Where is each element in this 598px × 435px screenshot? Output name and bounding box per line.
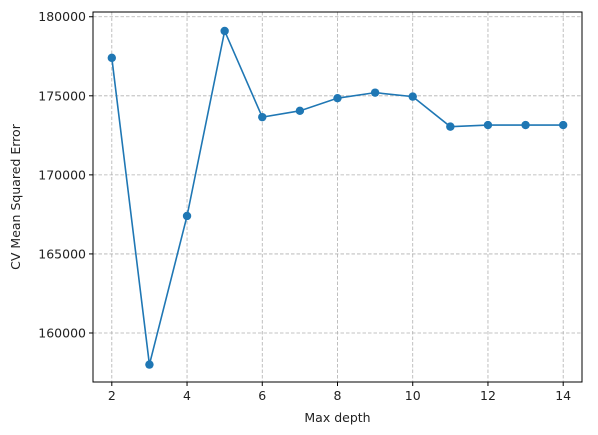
series-layer [107,26,568,369]
x-axis-label: Max depth [304,410,370,425]
data-point [483,120,493,130]
y-tick-label: 170000 [38,167,86,182]
data-point [182,211,192,221]
y-tick-label: 165000 [38,246,86,261]
x-tick-label: 4 [183,388,191,403]
x-axis: 2 4 6 8 10 12 14 [108,382,571,403]
data-point [107,53,117,63]
grid-lines [93,12,582,382]
data-point [295,106,305,116]
data-point [558,120,568,130]
data-point [258,112,267,122]
data-point [521,120,530,130]
x-tick-label: 14 [555,388,571,403]
data-point [145,360,154,369]
y-tick-label: 175000 [38,88,86,103]
y-axis-label: CV Mean Squared Error [8,123,23,270]
data-point [220,26,229,36]
data-point [370,88,380,97]
x-tick-label: 2 [108,388,116,403]
data-point [446,122,455,131]
y-tick-label: 160000 [38,325,86,340]
x-tick-label: 8 [334,388,342,403]
data-point [408,92,417,101]
x-tick-label: 6 [258,388,266,403]
y-axis: 160000 165000 170000 175000 180000 [38,9,93,340]
data-point [333,93,342,103]
y-tick-label: 180000 [38,9,86,24]
x-tick-label: 12 [480,388,496,403]
x-tick-label: 10 [405,388,421,403]
